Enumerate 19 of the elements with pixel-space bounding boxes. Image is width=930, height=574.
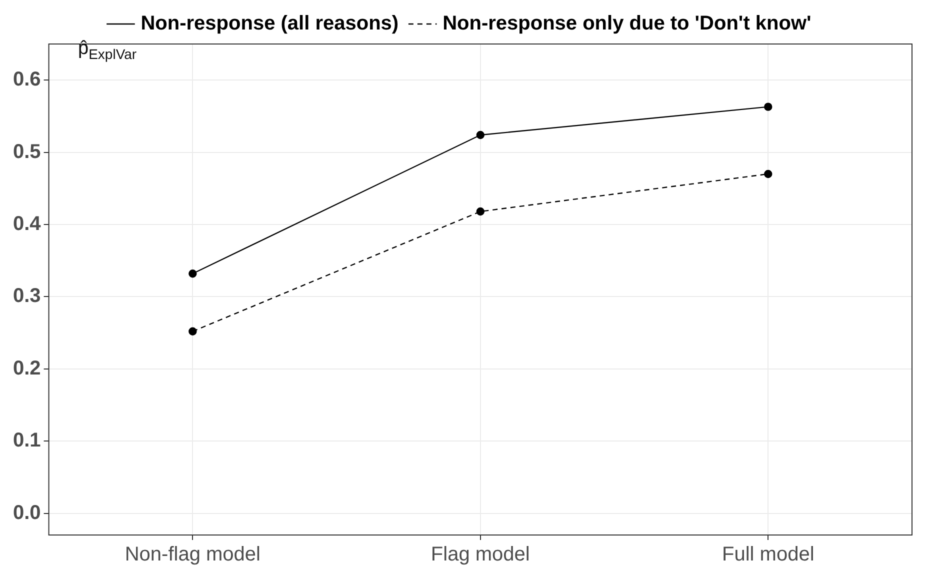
y-tick-label: 0.3	[12, 285, 41, 308]
y-tick-label: 0.6	[12, 68, 41, 91]
y-tick-label: 0.4	[12, 213, 42, 236]
point	[188, 327, 197, 336]
point	[764, 102, 772, 111]
legend-label: Non-response (all reasons)	[140, 12, 399, 35]
point	[764, 170, 772, 178]
legend-label: Non-response only due to 'Don't know'	[442, 12, 812, 35]
y-tick-label: 0.1	[12, 430, 41, 452]
point	[188, 270, 197, 278]
point	[476, 207, 484, 216]
y-tick-label: 0.5	[12, 140, 41, 163]
x-tick-label: Full model	[722, 544, 814, 566]
x-tick-label: Non-flag model	[124, 544, 260, 566]
point	[476, 130, 484, 140]
annotation: p̂$_{ExplVar}$	[78, 38, 137, 62]
y-tick-label: 0.0	[12, 502, 41, 524]
x-tick-label: Flag model	[430, 544, 530, 566]
y-tick-label: 0.2	[12, 357, 41, 380]
